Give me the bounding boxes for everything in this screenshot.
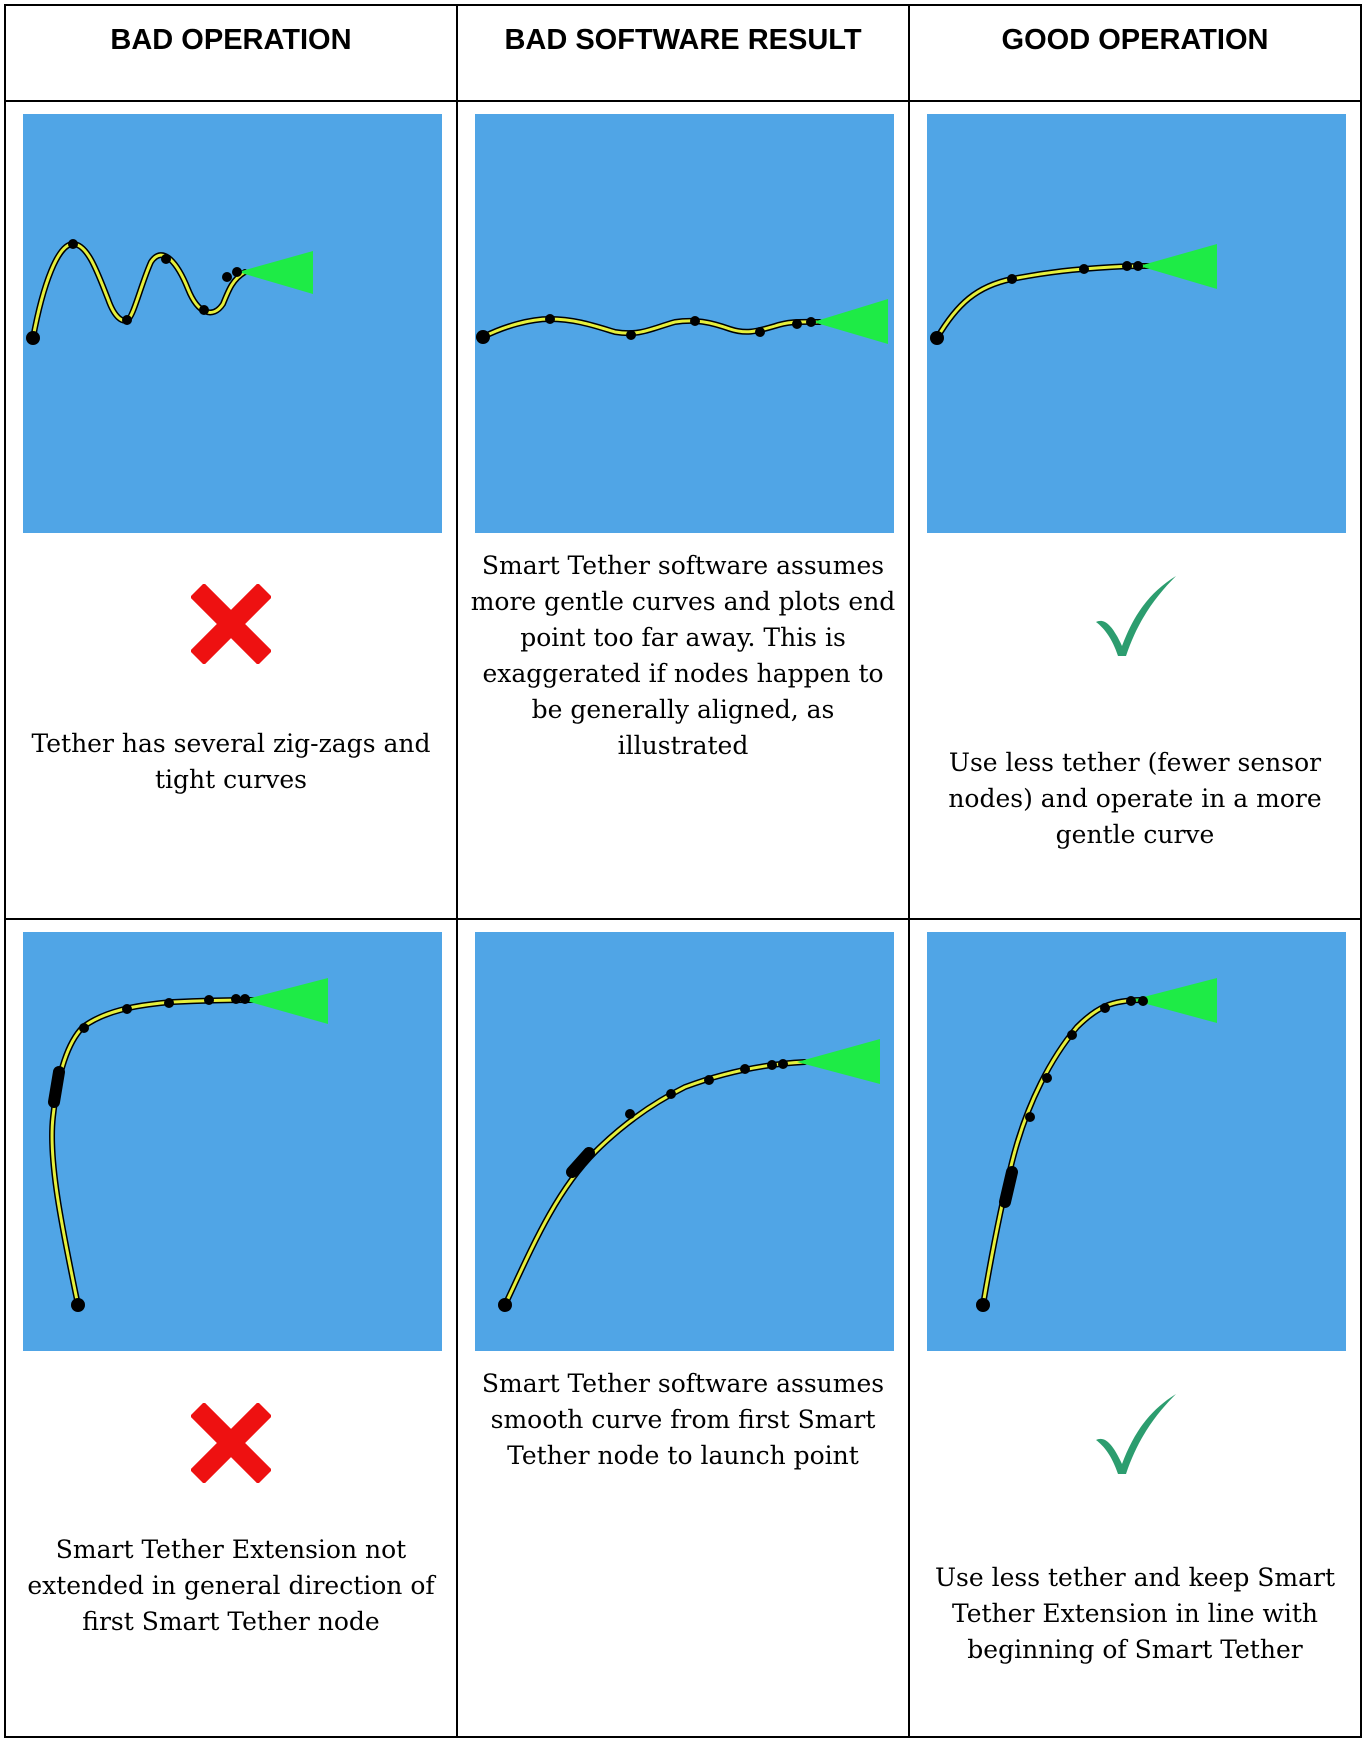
comparison-table: BAD OPERATION BAD SOFTWARE RESULT GOOD O… [4, 4, 1362, 1738]
cell-good-operation: Use less tether (fewer sensor nodes) and… [908, 100, 1362, 920]
cross-icon [6, 1401, 456, 1488]
tether-diagram [927, 932, 1346, 1351]
caption-text: Use less tether (fewer sensor nodes) and… [948, 748, 1322, 849]
check-icon [910, 572, 1360, 663]
cross-icon [6, 582, 456, 669]
cell-bad-operation: Smart Tether Extension not extended in g… [4, 918, 458, 1738]
tether-diagram [23, 932, 442, 1351]
cell-good-operation: Use less tether and keep Smart Tether Ex… [908, 918, 1362, 1738]
check-icon [910, 1390, 1360, 1481]
zigzag-tether-illustration [26, 239, 313, 345]
caption-text: Smart Tether software assumes smooth cur… [481, 1369, 885, 1470]
caption-text: Use less tether and keep Smart Tether Ex… [934, 1563, 1336, 1664]
tether-diagram [927, 114, 1346, 533]
misaligned-extension-illustration [48, 978, 328, 1312]
smooth-curve-assumption-illustration [498, 1039, 880, 1312]
tether-diagram [475, 932, 894, 1351]
caption-text: Tether has several zig-zags and tight cu… [31, 729, 431, 794]
header-bad-operation: BAD OPERATION [4, 4, 458, 102]
table-row: Smart Tether Extension not extended in g… [4, 918, 1362, 1738]
caption-text: Smart Tether Extension not extended in g… [27, 1535, 435, 1636]
table-row: Tether has several zig-zags and tight cu… [4, 100, 1362, 920]
straightened-tether-illustration [476, 299, 888, 344]
caption-text: Smart Tether software assumes more gentl… [470, 551, 896, 760]
gentle-tether-illustration [930, 244, 1217, 345]
header-good-operation: GOOD OPERATION [908, 4, 1362, 102]
aligned-extension-illustration [976, 978, 1217, 1312]
tether-diagram [23, 114, 442, 533]
tether-diagram [475, 114, 894, 533]
cell-bad-software-result: Smart Tether software assumes smooth cur… [456, 918, 910, 1738]
cell-bad-software-result: Smart Tether software assumes more gentl… [456, 100, 910, 920]
header-row: BAD OPERATION BAD SOFTWARE RESULT GOOD O… [4, 4, 1362, 102]
header-bad-software-result: BAD SOFTWARE RESULT [456, 4, 910, 102]
cell-bad-operation: Tether has several zig-zags and tight cu… [4, 100, 458, 920]
